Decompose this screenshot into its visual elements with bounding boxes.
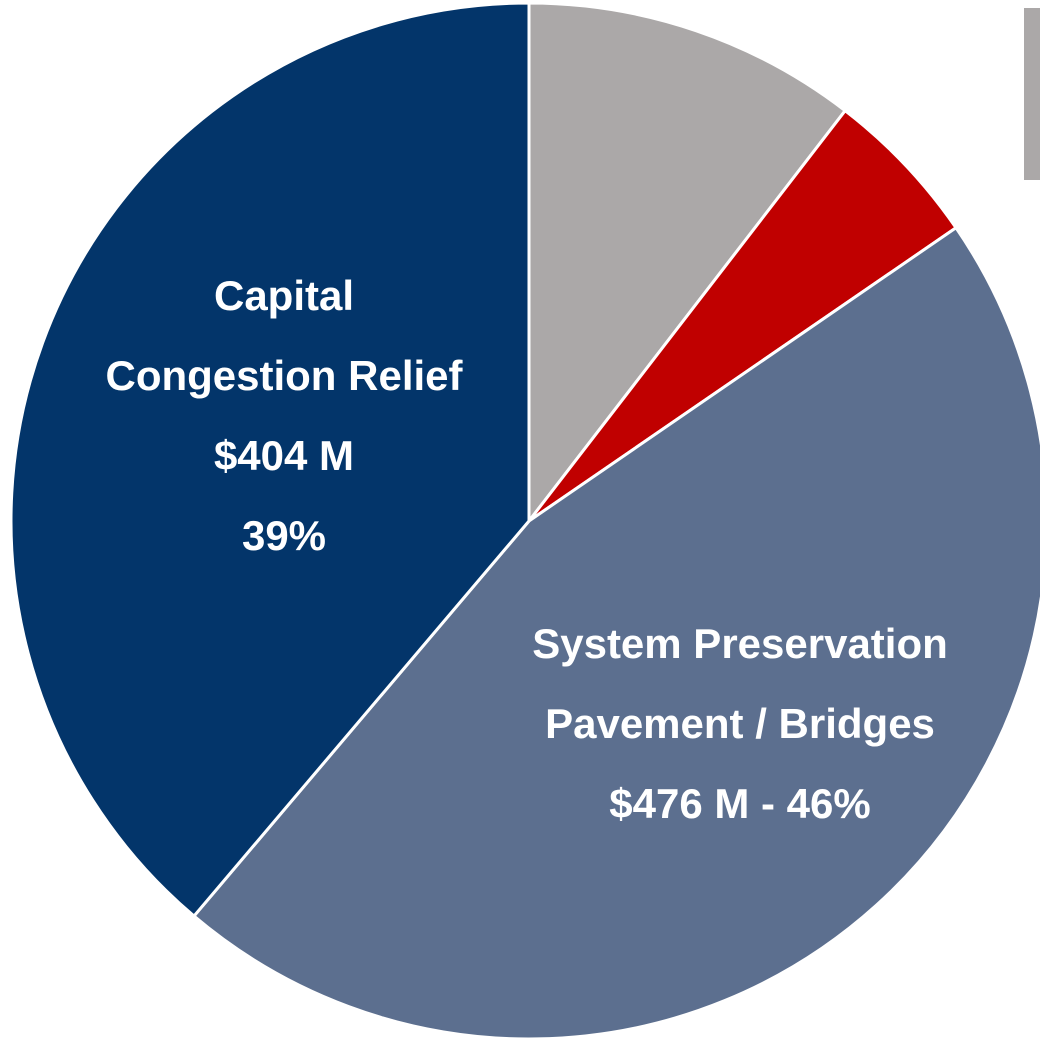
pie-slice-0 [527,1,847,523]
slice-label-3-line-2: $404 M [214,432,354,479]
slice-label-3-line-1: Congestion Relief [105,352,463,399]
pie-slice-2 [192,226,1040,1041]
slice-label-2-line-2: $476 M - 46% [609,780,870,827]
slice-label-3: Capital Congestion Relief $404 M 39% [105,272,463,559]
slice-label-2: System Preservation Pavement / Bridges $47… [532,620,948,827]
pie-slices [9,1,1040,1041]
slice-label-2-line-0: System Preservation [532,620,948,667]
pie-labels: System Preservation Pavement / Bridges $47… [105,272,947,827]
pie-slice-3 [9,1,531,918]
slice-label-3-line-3: 39% [242,512,326,559]
pie-slice-1 [527,109,958,523]
slice-label-2-line-1: Pavement / Bridges [545,700,935,747]
legend-swatch-gray [1024,8,1040,180]
slice-label-3-line-0: Capital [214,272,354,319]
